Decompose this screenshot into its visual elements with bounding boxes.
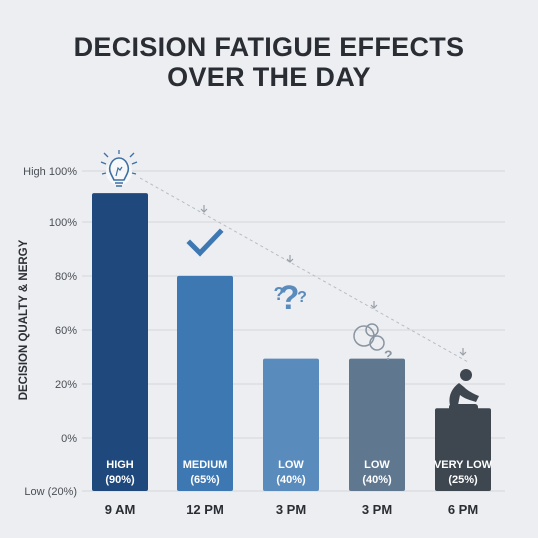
- bar-label-level: LOW: [364, 459, 390, 471]
- question-marks-icon: ???: [274, 279, 307, 317]
- checkmark-icon: [186, 228, 224, 257]
- bar-label-level: VERY LOW: [434, 459, 493, 471]
- chart-title-line-2: OVER THE DAY: [167, 62, 371, 92]
- bar-label-pct: (25%): [448, 474, 478, 486]
- lightbulb-bulb: [108, 157, 130, 181]
- question-mark: ?: [274, 284, 285, 304]
- tired-person-icon: [449, 369, 479, 412]
- chart-title-line-1: DECISION FATIGUE EFFECTS: [73, 32, 465, 62]
- lightbulb-ray: [129, 152, 135, 158]
- trend-arrow-icon: [459, 348, 467, 356]
- question-mark: ?: [279, 279, 300, 317]
- bar-label-pct: (40%): [276, 474, 306, 486]
- question-mark: ?: [384, 347, 393, 363]
- lightbulb-filament: [115, 166, 123, 177]
- y-tick-label: 20%: [55, 379, 77, 391]
- lightbulb-icon: [100, 150, 138, 187]
- bar-label-pct: (90%): [105, 474, 135, 486]
- bar-label-level: MEDIUM: [183, 459, 228, 471]
- lightbulb-ray: [101, 172, 107, 175]
- bar: [177, 275, 233, 491]
- bubble: [365, 323, 379, 337]
- x-tick-label: 6 PM: [448, 502, 478, 517]
- person-head: [460, 369, 472, 381]
- thought-bubble-icon: ?: [353, 323, 393, 363]
- y-tick-label: 100%: [49, 217, 77, 229]
- bar: [435, 408, 491, 491]
- person-body: [449, 383, 479, 405]
- trend-arrow-icon: [370, 301, 378, 309]
- trend-arrow-icon: [286, 255, 294, 263]
- lightbulb-ray: [100, 161, 107, 165]
- y-tick-label: 80%: [55, 271, 77, 283]
- trend-arrow-icon: [200, 205, 208, 213]
- trend-line: [139, 177, 469, 363]
- x-tick-label: 12 PM: [186, 502, 224, 517]
- bar: [349, 358, 405, 491]
- x-tick-label: 9 AM: [105, 502, 136, 517]
- x-tick-label: 3 PM: [362, 502, 392, 517]
- question-mark: ?: [297, 289, 307, 306]
- x-tick-label: 3 PM: [276, 502, 306, 517]
- y-tick-label: High 100%: [23, 166, 77, 178]
- lightbulb-ray: [131, 172, 137, 175]
- bar-label-pct: (40%): [362, 474, 392, 486]
- lightbulb-ray: [131, 161, 138, 165]
- bar: [92, 193, 148, 491]
- person-seat: [449, 404, 478, 412]
- bar: [263, 358, 319, 491]
- bar-label-pct: (65%): [190, 474, 220, 486]
- y-tick-label: 60%: [55, 325, 77, 337]
- lightbulb-base: [115, 182, 123, 187]
- bar-label-level: LOW: [278, 459, 304, 471]
- y-tick-label: 0%: [61, 433, 77, 445]
- y-tick-label: Low (20%): [24, 486, 77, 498]
- y-axis-label: DECISION QUALTY & NERGY: [18, 239, 30, 400]
- bar-label-level: HIGH: [106, 459, 134, 471]
- bubble: [369, 335, 385, 351]
- lightbulb-ray: [103, 152, 109, 158]
